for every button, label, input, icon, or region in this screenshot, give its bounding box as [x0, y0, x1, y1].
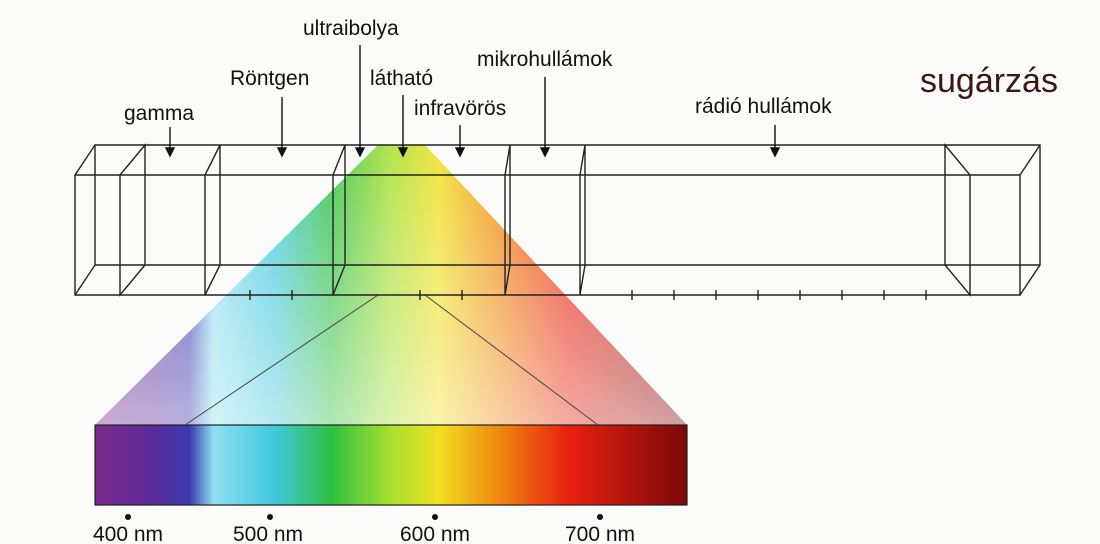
band-label: Röntgen: [230, 67, 309, 90]
band-label: látható: [370, 67, 433, 90]
title: sugárzás: [920, 62, 1058, 100]
visible-fan: [94, 145, 688, 506]
arrows: [164, 45, 781, 158]
band-label: infravörös: [414, 97, 506, 120]
scale-label: 700 nm: [565, 523, 635, 544]
scale-label: 600 nm: [400, 523, 470, 544]
band-label: gamma: [124, 102, 194, 125]
band-label: ultraibolya: [303, 17, 399, 40]
band-label: mikrohullámok: [477, 48, 613, 71]
band-label: rádió hullámok: [695, 95, 832, 118]
scale-label: 500 nm: [233, 523, 303, 544]
scale-label: 400 nm: [93, 523, 163, 544]
spectrum-box: [74, 143, 1041, 300]
scale: [125, 514, 603, 520]
